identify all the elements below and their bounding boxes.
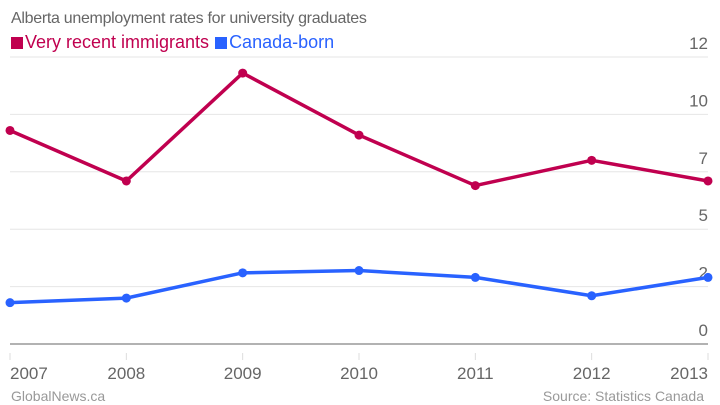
footer-credit: GlobalNews.ca — [11, 388, 106, 404]
legend-item-canada-born: Canada-born — [215, 32, 334, 53]
footer-source: Source: Statistics Canada — [542, 388, 704, 404]
series-line — [9, 71, 709, 188]
y-tick-label: 7 — [699, 149, 708, 168]
data-point — [238, 68, 248, 78]
data-point — [703, 272, 713, 282]
chart-title: Alberta unemployment rates for universit… — [11, 10, 367, 27]
y-tick-label: 12 — [689, 34, 708, 53]
data-point — [587, 155, 597, 165]
y-tick-label: 10 — [689, 91, 708, 110]
x-tick-label: 2013 — [670, 364, 708, 383]
x-tick-label: 2009 — [224, 364, 262, 383]
data-point — [470, 272, 480, 282]
legend: Very recent immigrants Canada-born — [11, 32, 334, 53]
x-tick-label: 2011 — [457, 364, 494, 383]
y-tick-label: 0 — [699, 321, 708, 340]
data-point — [121, 293, 131, 303]
y-tick-label: 5 — [699, 206, 708, 225]
data-point — [354, 266, 364, 276]
legend-swatch — [215, 36, 228, 49]
x-tick-label: 2007 — [10, 364, 48, 383]
data-point — [354, 130, 364, 140]
x-tick-label: 2010 — [340, 364, 378, 383]
legend-label: Very recent immigrants — [25, 32, 210, 52]
legend-item-immigrants: Very recent immigrants — [11, 32, 209, 53]
data-point — [238, 268, 248, 278]
legend-label: Canada-born — [229, 32, 335, 52]
data-point — [470, 181, 480, 191]
x-tick-label: 2012 — [573, 364, 611, 383]
data-point — [703, 176, 713, 186]
data-point — [121, 176, 131, 186]
data-point — [587, 291, 597, 301]
x-tick-label: 2008 — [107, 364, 145, 383]
data-point — [5, 125, 15, 135]
legend-swatch — [11, 36, 23, 49]
data-point — [5, 298, 15, 308]
y-tick-label: 2 — [699, 264, 708, 283]
